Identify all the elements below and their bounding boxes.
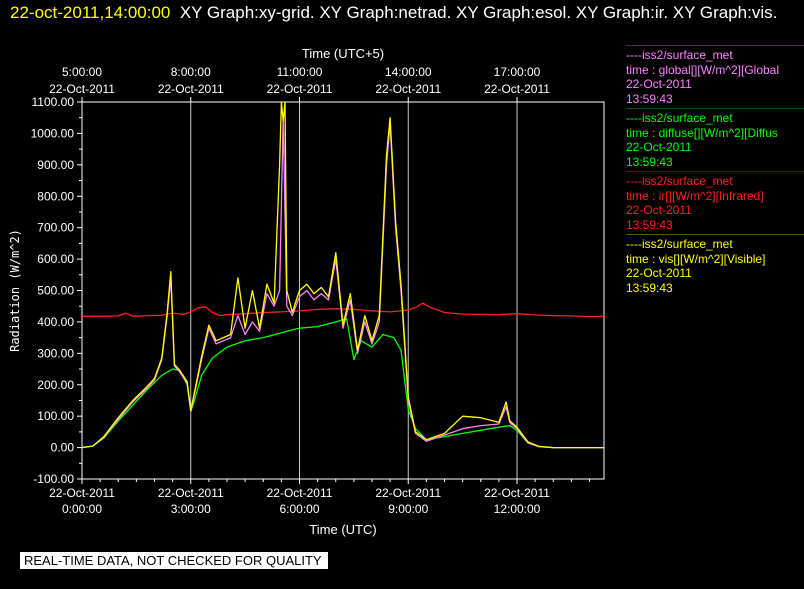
y-tick-label: 1000.00 <box>31 126 75 140</box>
y-tick-label: 900.00 <box>37 158 74 172</box>
x-tick-date: 22-Oct-2011 <box>49 486 115 500</box>
x-top-tick-time: 5:00:00 <box>62 65 102 79</box>
x-top-tick-time: 8:00:00 <box>171 65 211 79</box>
series-line-global <box>81 117 604 449</box>
y-tick-label: 100.00 <box>37 409 74 423</box>
series-line-diffuse <box>81 318 604 449</box>
legend-date: 22-Oct-2011 <box>626 266 692 280</box>
y-tick-label: 600.00 <box>37 252 74 266</box>
x-tick-time: 3:00:00 <box>171 502 211 516</box>
legend-line: ----iss2/surface_met <box>626 111 733 125</box>
x-top-tick-time: 14:00:00 <box>385 65 432 79</box>
y-tick-label: 400.00 <box>37 315 74 329</box>
x-tick-date: 22-Oct-2011 <box>267 486 333 500</box>
x-tick-date: 22-Oct-2011 <box>158 486 224 500</box>
x-tick-time: 0:00:00 <box>62 502 102 516</box>
legend-desc: time : ir[][W/m^2][Infrared] <box>626 188 764 203</box>
y-axis-label: Radiation (W/m^2) <box>8 229 22 352</box>
legend-line: ----iss2/surface_met <box>626 174 733 188</box>
quality-note: REAL-TIME DATA, NOT CHECKED FOR QUALITY <box>20 552 328 569</box>
y-tick-label: -100.00 <box>33 472 74 486</box>
x-tick-date: 22-Oct-2011 <box>484 486 550 500</box>
series-line-ir <box>82 302 605 318</box>
legend-time: 13:59:43 <box>626 154 673 169</box>
y-tick-label: 800.00 <box>37 189 74 203</box>
x-top-tick-date: 22-Oct-2011 <box>267 82 333 96</box>
legend-desc: time : vis[][W/m^2][Visible] <box>626 251 766 266</box>
legend-entry-vis: ----iss2/surface_met time : vis[][W/m^2]… <box>626 234 804 295</box>
y-tick-label: 0.00 <box>51 441 75 455</box>
y-tick-label: 300.00 <box>37 346 74 360</box>
legend-date: 22-Oct-2011 <box>626 203 692 217</box>
chart-header: 22-oct-2011,14:00:00 XY Graph:xy-grid. X… <box>10 2 800 23</box>
legend-desc: time : global[][W/m^2][Global <box>626 62 780 77</box>
y-tick-label: 500.00 <box>37 284 74 298</box>
x-top-tick-date: 22-Oct-2011 <box>158 82 224 96</box>
legend: ----iss2/surface_met time : global[][W/m… <box>626 43 804 296</box>
x-axis-label: Time (UTC) <box>309 522 376 537</box>
x-tick-date: 22-Oct-2011 <box>375 486 441 500</box>
legend-entry-ir: ----iss2/surface_met time : ir[][W/m^2][… <box>626 171 804 232</box>
y-tick-label: 1100.00 <box>32 95 75 109</box>
x-top-tick-date: 22-Oct-2011 <box>49 82 115 96</box>
legend-time: 13:59:43 <box>626 280 673 295</box>
x-tick-time: 6:00:00 <box>279 502 319 516</box>
legend-entry-diffuse: ----iss2/surface_met time : diffuse[][W/… <box>626 108 804 169</box>
legend-desc: time : diffuse[][W/m^2][Diffus <box>626 125 778 140</box>
y-tick-label: 200.00 <box>37 378 74 392</box>
header-graph-list: XY Graph:xy-grid. XY Graph:netrad. XY Gr… <box>179 3 778 22</box>
x-tick-time: 12:00:00 <box>494 502 541 516</box>
legend-date: 22-Oct-2011 <box>626 77 692 91</box>
legend-time: 13:59:43 <box>626 217 673 232</box>
x-top-tick-date: 22-Oct-2011 <box>484 82 550 96</box>
x-top-tick-date: 22-Oct-2011 <box>375 82 441 96</box>
legend-date: 22-Oct-2011 <box>626 140 692 154</box>
legend-line: ----iss2/surface_met <box>626 237 733 251</box>
y-tick-label: 700.00 <box>37 221 74 235</box>
legend-line: ----iss2/surface_met <box>626 48 733 62</box>
legend-entry-global: ----iss2/surface_met time : global[][W/m… <box>626 45 804 106</box>
x-top-axis-label: Time (UTC+5) <box>302 46 384 61</box>
plot-frame <box>81 101 605 480</box>
x-tick-time: 9:00:00 <box>388 502 428 516</box>
x-top-tick-time: 17:00:00 <box>494 65 541 79</box>
series-line-vis <box>81 101 604 449</box>
header-timestamp: 22-oct-2011,14:00:00 <box>10 3 171 22</box>
x-top-tick-time: 11:00:00 <box>277 65 323 79</box>
legend-time: 13:59:43 <box>626 91 673 106</box>
